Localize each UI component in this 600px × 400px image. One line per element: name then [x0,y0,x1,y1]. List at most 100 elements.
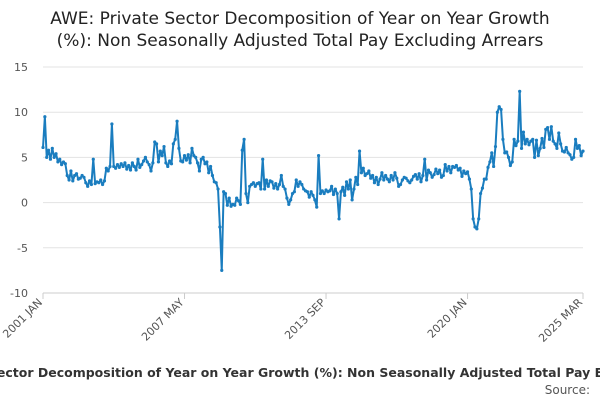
data-point [166,164,170,169]
data-point [100,182,105,187]
data-point [432,172,436,177]
data-point [143,155,148,159]
data-point [367,169,371,173]
source: Source: [545,383,590,397]
data-point [43,115,47,119]
data-point [527,143,531,147]
data-point [56,160,60,164]
data-point [469,187,473,191]
data-point [352,187,356,191]
data-point [264,178,269,182]
data-point [67,178,71,182]
data-point [393,171,397,175]
data-point [559,142,563,146]
data-point [562,150,566,154]
data-point [421,173,425,178]
data-point [197,169,202,173]
data-point [227,196,231,200]
data-point [289,198,293,202]
data-point [357,149,362,153]
y-tick-label: 0 [21,197,28,210]
data-point [488,160,492,164]
data-point [257,181,261,185]
data-point [97,181,101,185]
data-point [575,146,580,150]
data-point [46,148,51,152]
data-point [236,199,241,203]
data-point [48,157,53,161]
data-point [395,176,399,180]
data-point [525,137,529,141]
y-tick-label: 15 [14,61,28,74]
data-point [181,160,185,164]
data-point [86,184,90,188]
data-point [572,155,576,159]
data-point [242,137,246,141]
data-point [339,190,343,194]
data-point [434,167,438,171]
data-point [531,137,535,141]
data-point [136,157,140,161]
data-point [132,164,136,169]
data-point [495,110,499,114]
data-point [492,164,496,169]
data-point [287,202,291,207]
data-point [294,178,298,182]
data-point [426,168,431,172]
data-point [380,171,384,175]
x-tick-label: 2013 SEP [282,296,328,342]
data-point [173,137,177,141]
data-point [123,161,127,165]
data-point [557,131,561,135]
data-point [138,165,142,169]
data-point [335,191,339,196]
data-point [493,144,498,149]
data-point [521,130,526,134]
data-point [266,184,270,188]
data-point [512,137,516,141]
data-point [259,187,263,191]
data-point [438,168,442,172]
y-tick-label: -5 [17,242,28,255]
data-point [244,191,248,196]
data-point [65,173,69,178]
data-point [102,179,107,183]
data-point [506,155,511,159]
data-point [201,155,205,159]
data-point [441,173,445,178]
data-point [514,144,518,148]
data-point [341,185,345,189]
data-point [208,164,213,169]
data-point [454,163,458,168]
data-point [477,217,481,221]
data-point [69,169,73,173]
data-point [195,161,200,165]
data-point [370,173,375,178]
data-point [510,160,514,164]
data-point [292,190,296,194]
data-point [376,182,380,187]
data-point [106,169,110,173]
data-point [91,157,95,161]
data-point [354,175,358,179]
data-point [296,184,300,188]
x-tick-label: 2025 MAR [536,296,585,345]
data-point [281,184,285,188]
data-point [449,171,453,175]
data-point [311,193,315,197]
y-tick-label: 10 [14,106,28,119]
data-point [361,166,365,170]
data-point [225,203,229,207]
data-point [52,155,56,159]
data-point [568,153,572,157]
data-point [555,146,559,150]
data-point [546,125,550,130]
data-point [274,182,278,186]
data-point [104,166,108,170]
data-point [410,178,414,182]
data-point [186,153,190,157]
data-point [298,180,302,184]
x-tick-label: 2007 MAY [139,296,187,344]
data-point [134,168,138,172]
data-point [218,225,222,229]
